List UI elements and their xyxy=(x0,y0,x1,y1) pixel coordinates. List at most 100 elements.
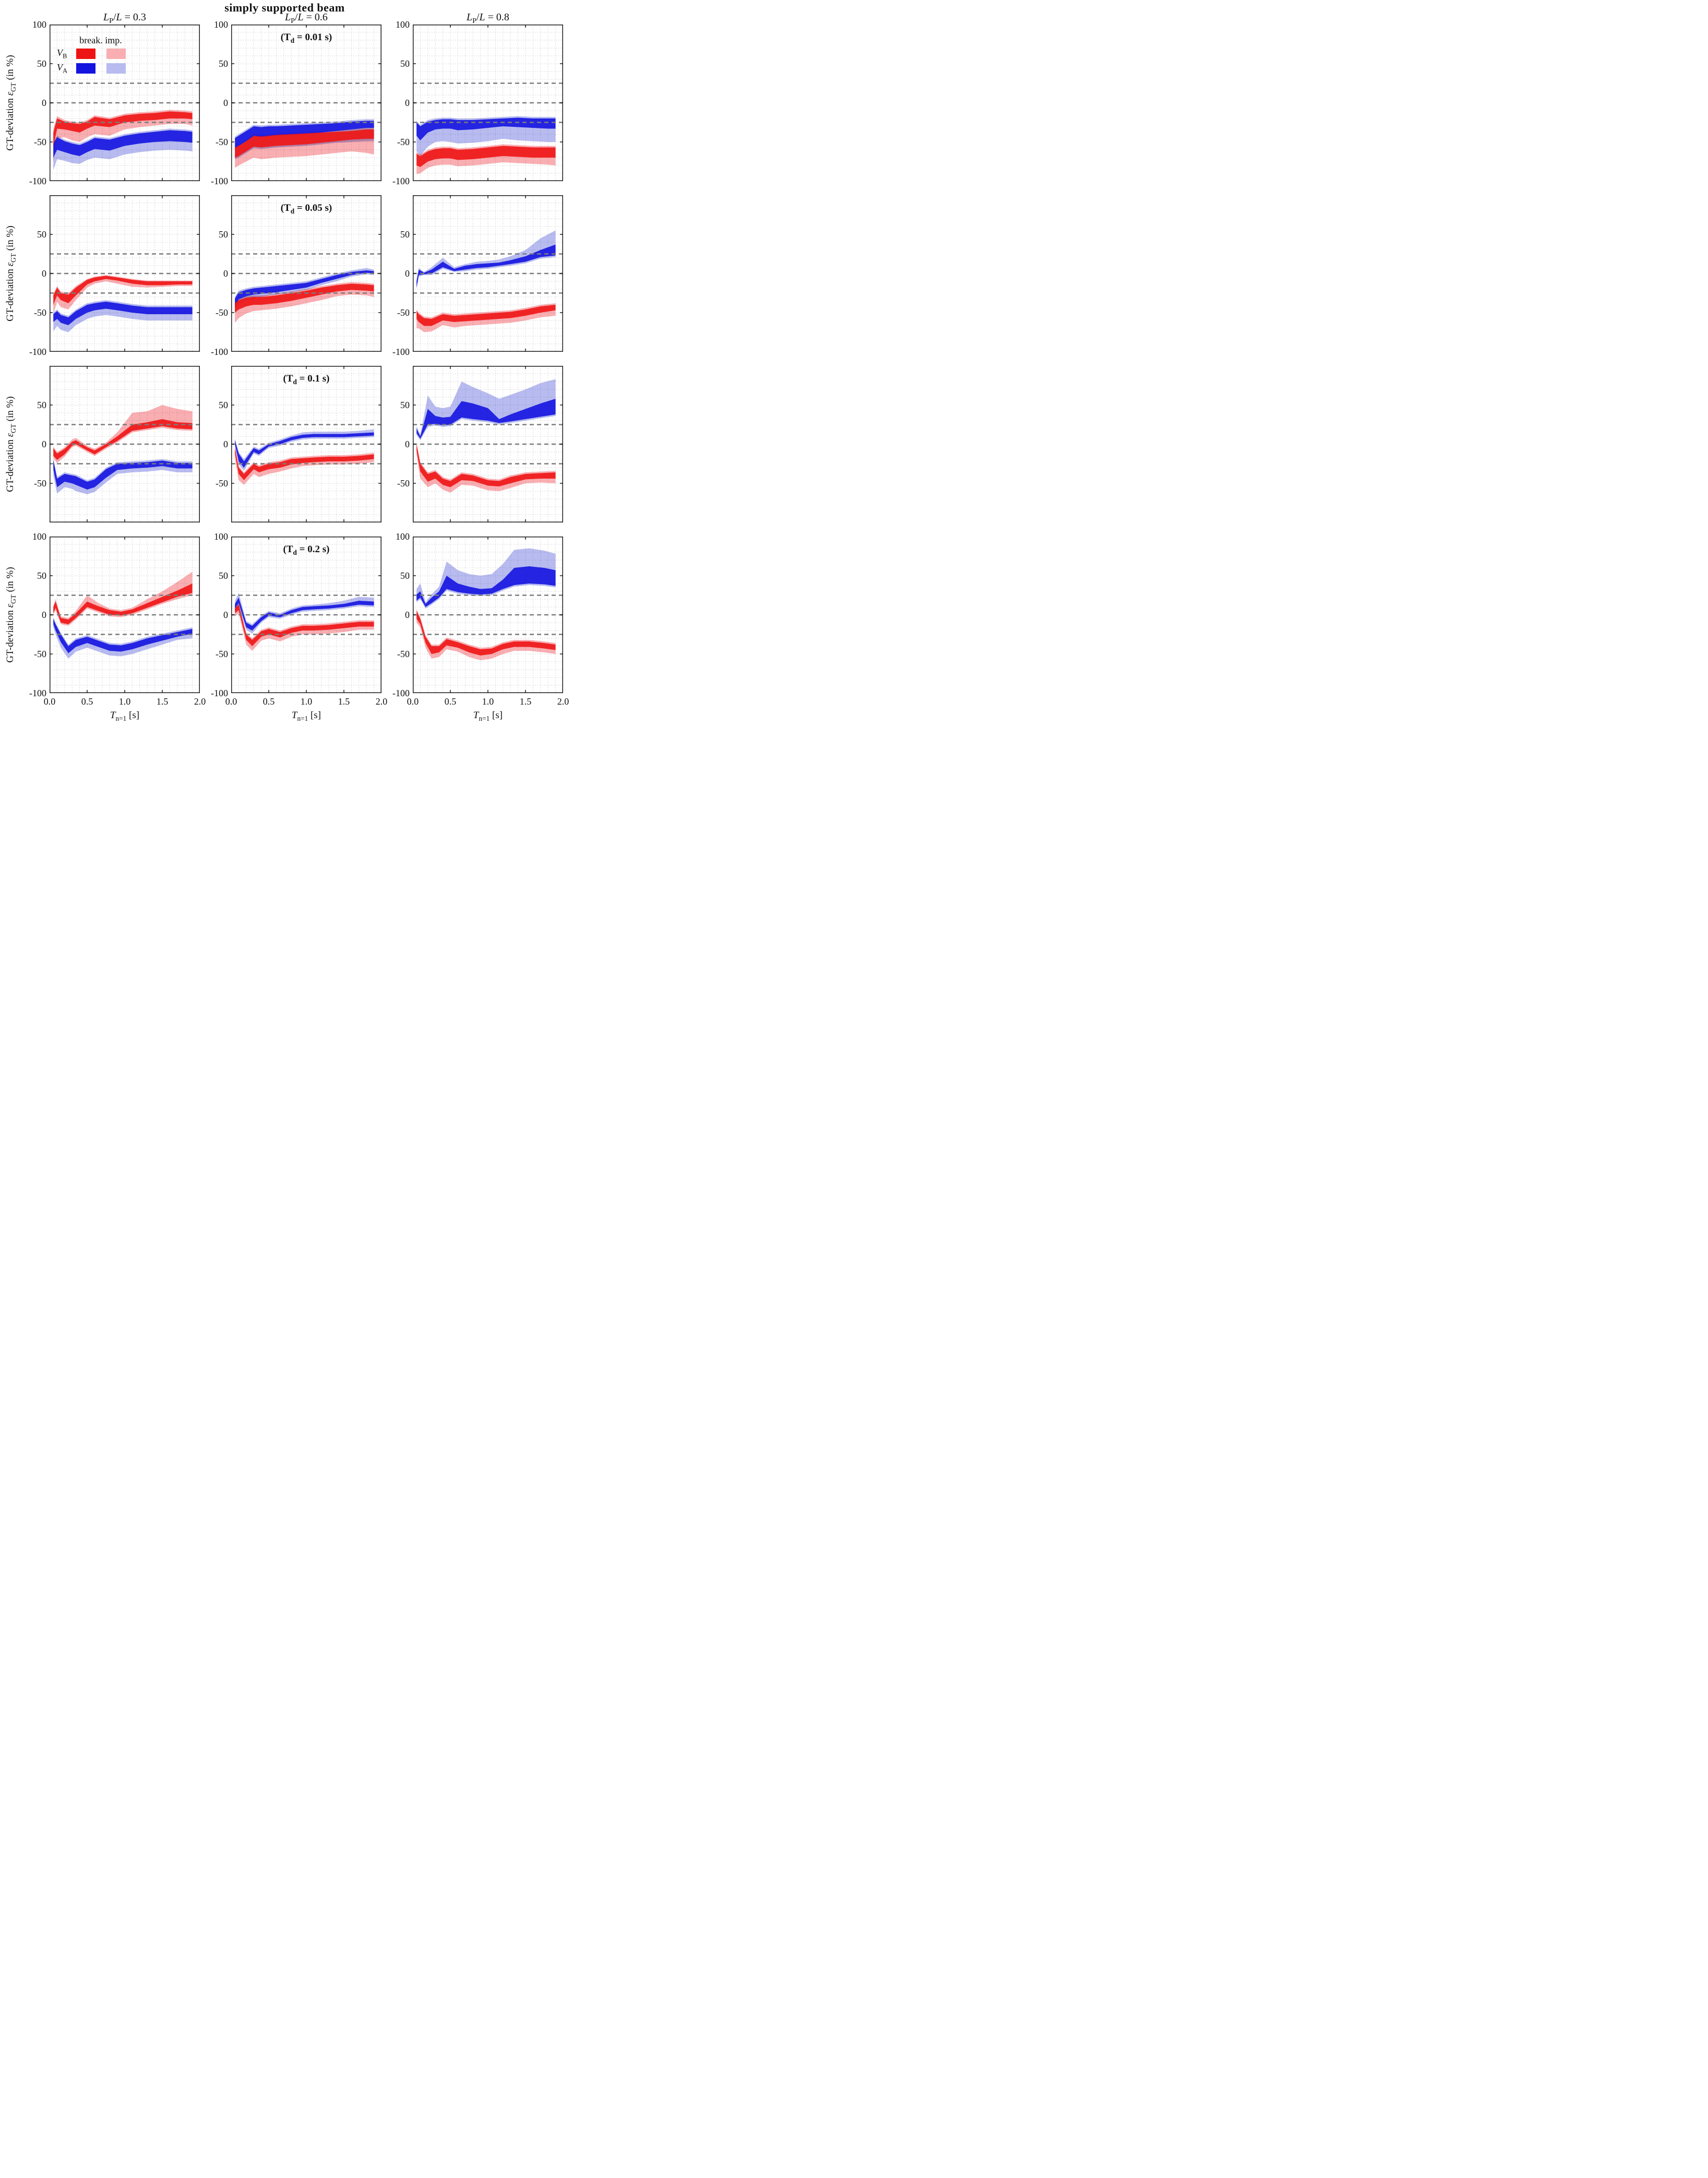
y-tick-label: 0 xyxy=(405,98,410,108)
x-axis-label-col1: Tn=1 [s] xyxy=(291,710,321,722)
y-tick-label: -50 xyxy=(397,649,410,659)
figure-canvas: simply supported beam LP/L = 0.3 LP/L = 0… xyxy=(0,0,569,726)
legend-swatch-imp-va xyxy=(106,63,126,74)
plot-legend: break. imp. VB VA xyxy=(50,25,200,82)
column-title-1: LP/L = 0.6 xyxy=(285,11,328,25)
band-va-break xyxy=(235,432,374,468)
y-tick-label: -50 xyxy=(216,649,228,659)
y-axis-label-row1: GT-deviation εGT (in %) xyxy=(5,225,17,322)
plot-panel-r1c0 xyxy=(50,195,200,352)
panel-plot-area xyxy=(50,25,200,181)
y-tick-label: -50 xyxy=(397,307,410,318)
column-title-2: LP/L = 0.8 xyxy=(467,11,509,25)
band-va-break xyxy=(53,302,193,325)
x-axis-label-col2: Tn=1 [s] xyxy=(473,710,503,722)
y-tick-label: -100 xyxy=(392,347,410,357)
x-tick-label: 0.0 xyxy=(225,696,237,707)
y-tick-label: 0 xyxy=(405,610,410,620)
y-tick-label: -50 xyxy=(216,478,228,489)
y-tick-label: -100 xyxy=(29,347,46,357)
band-vb-imp xyxy=(235,282,374,323)
td-annotation-row3: (Td = 0.2 s) xyxy=(283,544,330,556)
plot-panel-r3c1 xyxy=(231,537,381,693)
y-tick-label: -100 xyxy=(211,347,228,357)
td-annotation-row1: (Td = 0.05 s) xyxy=(280,203,332,215)
td-annotation-row2: (Td = 0.1 s) xyxy=(283,373,330,386)
band-vb-imp xyxy=(416,609,556,660)
plot-panel-r2c0 xyxy=(50,366,200,522)
panel-plot-area xyxy=(413,195,563,352)
band-va-break xyxy=(235,598,374,630)
y-tick-label: -50 xyxy=(34,649,46,659)
figure-title: simply supported beam xyxy=(224,1,345,14)
y-tick-label: -100 xyxy=(392,176,410,186)
y-tick-label: 0 xyxy=(42,610,46,620)
band-va-break xyxy=(53,460,193,490)
y-tick-label: 0 xyxy=(42,268,46,279)
y-tick-label: 100 xyxy=(214,19,228,30)
band-vb-break xyxy=(416,146,556,167)
x-tick-label: 1.5 xyxy=(338,696,350,707)
plot-panel-r2c2 xyxy=(413,366,563,522)
plot-panel-r0c1 xyxy=(231,25,381,181)
y-tick-label: -50 xyxy=(34,478,46,489)
band-vb-break xyxy=(235,129,374,158)
legend-label-va: VA xyxy=(57,62,68,75)
y-tick-label: 50 xyxy=(37,58,46,69)
plot-panel-r0c2 xyxy=(413,25,563,181)
y-tick-label: 50 xyxy=(37,229,46,240)
y-tick-label: -100 xyxy=(211,176,228,186)
plot-panel-r1c2 xyxy=(413,195,563,352)
x-tick-label: 0.0 xyxy=(407,696,419,707)
y-tick-label: -50 xyxy=(34,137,46,147)
y-tick-label: -50 xyxy=(216,137,228,147)
y-tick-label: 0 xyxy=(223,268,228,279)
column-title-0: LP/L = 0.3 xyxy=(103,11,146,25)
y-tick-label: -50 xyxy=(397,478,410,489)
y-axis-label-row3: GT-deviation εGT (in %) xyxy=(5,567,17,663)
plot-panel-r3c0 xyxy=(50,537,200,693)
y-axis-label-row0: GT-deviation εGT (in %) xyxy=(5,55,17,151)
y-tick-label: 0 xyxy=(223,98,228,108)
legend-label-vb: VB xyxy=(57,47,67,60)
band-va-break xyxy=(416,566,556,607)
y-tick-label: 50 xyxy=(400,229,410,240)
y-tick-label: -100 xyxy=(392,688,410,698)
x-tick-label: 1.5 xyxy=(156,696,169,707)
panel-plot-area xyxy=(50,195,200,352)
y-tick-label: 50 xyxy=(219,229,228,240)
panel-plot-area xyxy=(50,537,200,693)
band-va-imp xyxy=(235,268,374,313)
y-tick-label: -50 xyxy=(34,307,46,318)
x-tick-label: 2.0 xyxy=(557,696,569,707)
band-va-imp xyxy=(416,548,556,609)
y-tick-label: 100 xyxy=(214,531,228,542)
panel-plot-area xyxy=(231,366,381,522)
legend-swatch-break-va xyxy=(76,63,95,74)
panel-plot-area xyxy=(413,25,563,181)
band-va-break xyxy=(416,399,556,439)
y-tick-label: 100 xyxy=(396,531,410,542)
y-tick-label: 50 xyxy=(400,58,410,69)
y-tick-label: 50 xyxy=(219,400,228,410)
panel-plot-area xyxy=(231,25,381,181)
x-tick-label: 1.0 xyxy=(300,696,313,707)
y-tick-label: 0 xyxy=(42,98,46,108)
y-tick-label: 0 xyxy=(405,268,410,279)
legend-swatch-break-vb xyxy=(76,49,95,59)
plot-panel-r0c0 xyxy=(50,25,200,181)
band-vb-break xyxy=(53,584,193,624)
y-tick-label: 0 xyxy=(42,439,46,449)
band-va-imp xyxy=(235,593,374,634)
y-tick-label: 50 xyxy=(219,570,228,581)
y-tick-label: 100 xyxy=(32,531,46,542)
band-va-break xyxy=(53,618,193,653)
panel-plot-area xyxy=(413,366,563,522)
band-va-break xyxy=(416,244,556,288)
band-vb-imp xyxy=(235,446,374,485)
y-tick-label: 50 xyxy=(400,400,410,410)
y-tick-label: 50 xyxy=(219,58,228,69)
band-vb-break xyxy=(416,444,556,487)
y-tick-label: 0 xyxy=(223,610,228,620)
x-tick-label: 1.0 xyxy=(482,696,494,707)
